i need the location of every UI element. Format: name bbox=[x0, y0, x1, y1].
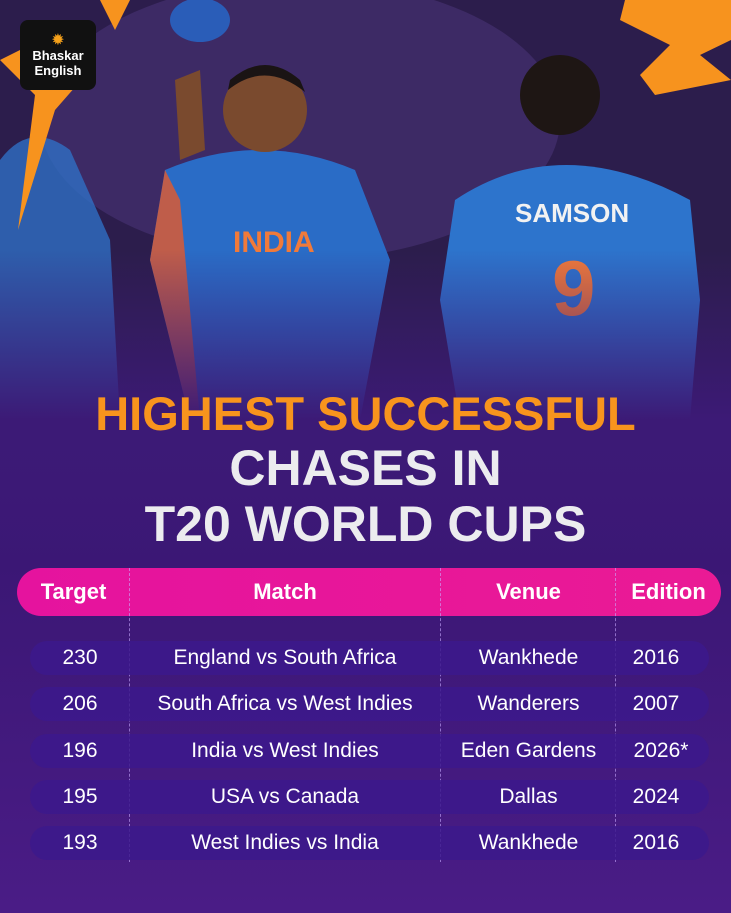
cell-venue: Wanderers bbox=[477, 692, 580, 715]
photo-fade bbox=[0, 250, 731, 450]
page-title: HIGHEST SUCCESSFUL CHASES IN T20 WORLD C… bbox=[0, 387, 731, 553]
header-venue: Venue bbox=[496, 579, 561, 604]
cell-target: 193 bbox=[62, 831, 98, 854]
cell-venue: Dallas bbox=[499, 785, 558, 808]
table-row bbox=[30, 641, 709, 675]
header-target: Target bbox=[40, 579, 107, 604]
sun-icon: ✹ bbox=[51, 30, 65, 49]
table-row bbox=[30, 687, 709, 721]
title-line-2: CHASES IN bbox=[229, 440, 502, 496]
cell-edition: 2024 bbox=[632, 785, 680, 808]
cell-match: England vs South Africa bbox=[173, 646, 397, 669]
cell-edition: 2016 bbox=[632, 646, 680, 669]
header-edition: Edition bbox=[631, 579, 706, 604]
cell-target: 195 bbox=[62, 785, 98, 808]
bhaskar-english-logo: ✹ Bhaskar English bbox=[20, 20, 96, 90]
logo-text-line2: English bbox=[34, 63, 82, 78]
cell-match: South Africa vs West Indies bbox=[157, 692, 413, 715]
cell-target: 230 bbox=[62, 646, 98, 669]
table-row bbox=[30, 780, 709, 814]
title-line-1: HIGHEST SUCCESSFUL bbox=[95, 387, 636, 440]
cell-edition: 2026* bbox=[633, 739, 689, 762]
cell-venue: Wankhede bbox=[478, 646, 579, 669]
cell-match: USA vs Canada bbox=[210, 785, 360, 808]
decorative-shard bbox=[100, 0, 130, 30]
cell-venue: Wankhede bbox=[478, 831, 579, 854]
title-line-3: T20 WORLD CUPS bbox=[144, 496, 587, 552]
cell-match: West Indies vs India bbox=[191, 831, 379, 854]
decorative-shard bbox=[620, 0, 731, 95]
jersey-name: SAMSON bbox=[515, 198, 629, 228]
cell-target: 196 bbox=[62, 739, 98, 762]
table-header-bar bbox=[17, 568, 721, 616]
logo-text-line1: Bhaskar bbox=[32, 48, 84, 63]
cell-match: India vs West Indies bbox=[191, 739, 379, 762]
table-row bbox=[30, 734, 709, 768]
cell-edition: 2007 bbox=[632, 692, 680, 715]
cell-edition: 2016 bbox=[632, 831, 680, 854]
header-match: Match bbox=[253, 579, 317, 604]
cell-target: 206 bbox=[62, 692, 98, 715]
table-row bbox=[30, 826, 709, 860]
cell-venue: Eden Gardens bbox=[460, 739, 597, 762]
